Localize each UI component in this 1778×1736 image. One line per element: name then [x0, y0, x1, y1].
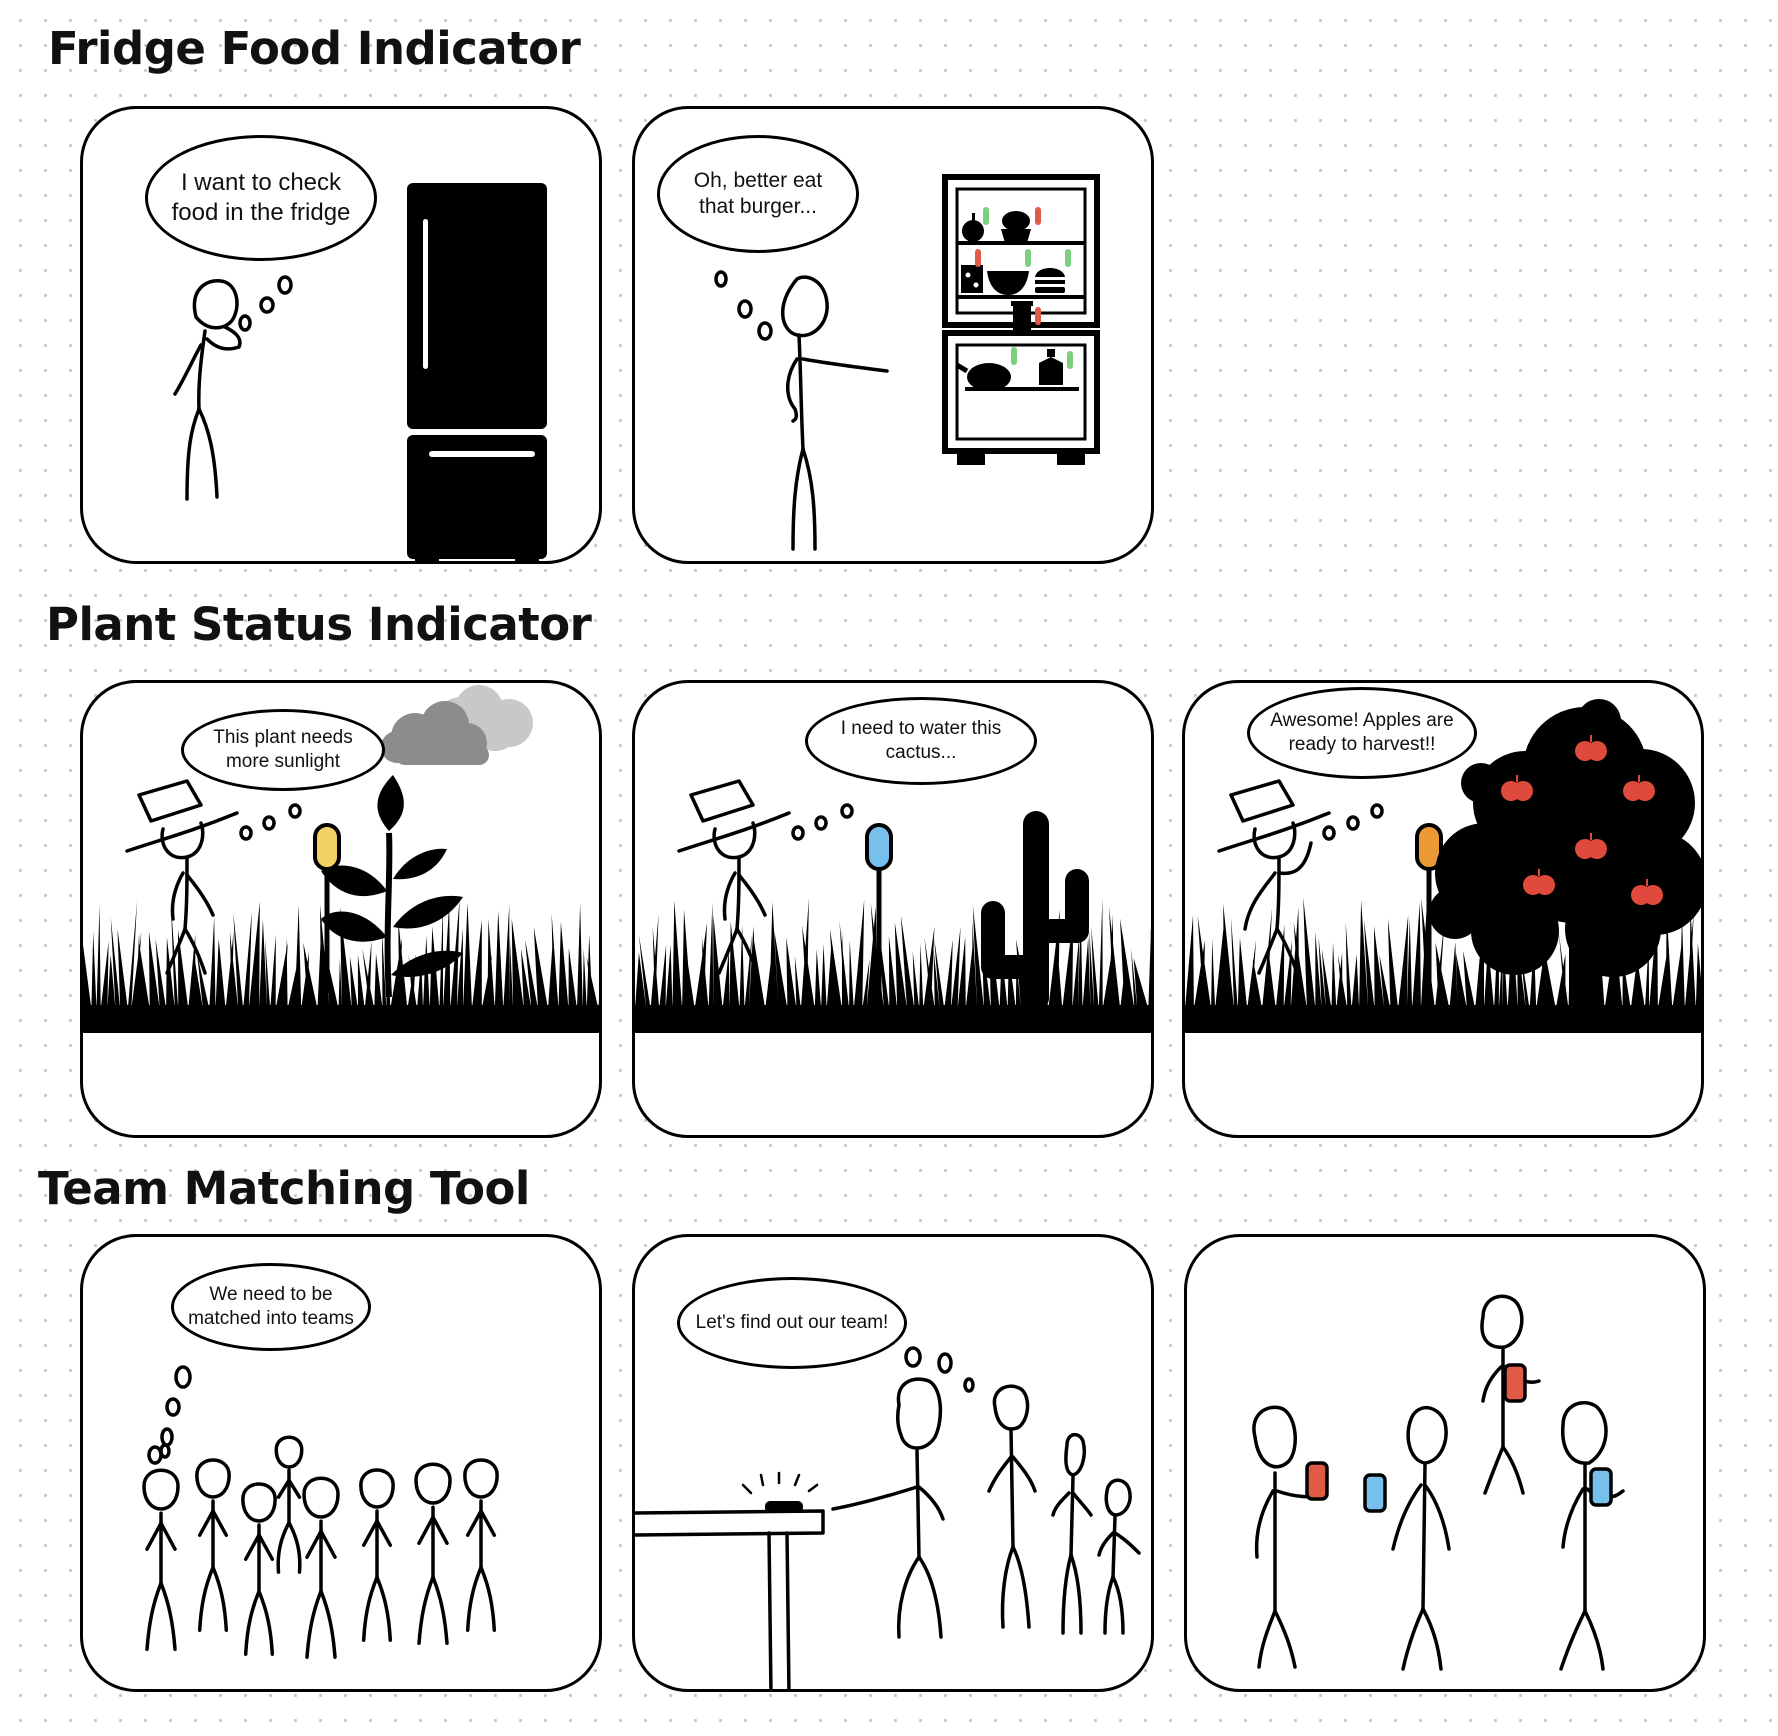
stick-figure-part [145, 1521, 163, 1551]
panel-team-need: We need to be matched into teams [80, 1234, 602, 1692]
stick-figure-part [257, 1589, 275, 1656]
grass [1185, 897, 1701, 1013]
thought-dots [238, 275, 293, 332]
stick-figure-part [257, 1533, 275, 1561]
stick-figure-part [479, 1509, 497, 1537]
panel-illustration [1252, 1294, 1625, 1671]
refrigerator-icon [407, 183, 547, 561]
stick-figure-part [211, 1509, 229, 1537]
plant-icon [321, 775, 463, 998]
stick-figure-part [159, 1521, 177, 1551]
panel-fridge-burger: Oh, better eat that burger... [632, 106, 1154, 564]
panel-illustration [173, 183, 547, 561]
panel-fridge-check: I want to check food in the fridge [80, 106, 602, 564]
stick-figure-part [431, 1575, 449, 1645]
stick-figure-part [145, 1581, 163, 1651]
panel-plant-sunlight: This plant needs more sunlight [80, 680, 602, 1138]
stick-figure-part [305, 1529, 323, 1559]
stick-figure-part [319, 1589, 337, 1659]
farmer-figure [677, 779, 791, 975]
speech-bubble: We need to be matched into teams [171, 1263, 371, 1351]
thought-dots [904, 1346, 975, 1393]
stick-figure [173, 279, 242, 501]
grass [635, 898, 1151, 1013]
speech-bubble: Oh, better eat that burger... [657, 135, 859, 253]
stick-figure-part [479, 1565, 497, 1632]
stick-figure-part [463, 1458, 499, 1499]
panel-illustration [635, 1346, 1141, 1689]
thought-dots [714, 270, 773, 341]
stick-figure-part [319, 1529, 337, 1559]
stick-figure-part [287, 1478, 302, 1499]
panel-team-matched [1184, 1234, 1706, 1692]
stick-figure-part [159, 1581, 177, 1651]
stick-figure-part [276, 1520, 291, 1574]
stick-figure-part [197, 1509, 215, 1537]
stick-figure-part [465, 1565, 483, 1632]
stick-figure-part [197, 1565, 215, 1632]
stick-figure-part [431, 1515, 449, 1545]
stick-figure-part [417, 1575, 435, 1645]
cactus-icon [981, 811, 1089, 1011]
stick-figure-part [274, 1435, 304, 1469]
speech-bubble: Awesome! Apples are ready to harvest!! [1247, 687, 1477, 779]
stick-figure-part [465, 1509, 483, 1537]
apple-icon [962, 213, 984, 242]
stick-figure-part [375, 1519, 393, 1547]
panel-illustration [714, 174, 1100, 551]
stick-figure-part [414, 1462, 452, 1505]
stick-figure-part [211, 1565, 229, 1632]
speech-bubble: I want to check food in the fridge [145, 135, 377, 261]
panel-illustration [142, 1365, 499, 1659]
stick-figure [780, 275, 889, 551]
section-title-plant: Plant Status Indicator [46, 598, 592, 651]
speech-bubble: This plant needs more sunlight [181, 709, 385, 791]
panel-team-find: Let's find out our team! [632, 1234, 1154, 1692]
thought-dots [147, 1365, 192, 1465]
thought-dots [791, 803, 854, 841]
section-title-fridge: Fridge Food Indicator [48, 22, 581, 75]
stick-figure-part [359, 1468, 395, 1509]
panel-illustration [1185, 699, 1701, 1033]
stick-figure-part [361, 1575, 379, 1642]
farmer-figure [1217, 779, 1331, 975]
thought-dots [239, 803, 302, 841]
turkey-icon [955, 362, 1011, 391]
stick-figure-part [287, 1520, 302, 1574]
grass [83, 899, 599, 1013]
device-icon [741, 1471, 819, 1513]
speech-bubble: I need to water this cactus... [805, 697, 1037, 785]
panel-plant-harvest: Awesome! Apples are ready to harvest!! [1182, 680, 1704, 1138]
stick-figure-part [375, 1575, 393, 1642]
panel-illustration [635, 779, 1151, 1033]
team-figures [1252, 1294, 1625, 1671]
group-figures [831, 1377, 1141, 1639]
panel-illustration [83, 685, 599, 1033]
speech-bubble: Let's find out our team! [677, 1277, 907, 1369]
stick-figure-part [195, 1458, 231, 1499]
apple-icon [1501, 735, 1663, 905]
stick-figure-part [276, 1478, 291, 1499]
stick-figure-part [243, 1589, 261, 1656]
cloud-icon [381, 685, 533, 765]
table [635, 1509, 825, 1689]
thought-dots [1322, 803, 1384, 841]
phone-icon [1305, 1363, 1613, 1513]
section-title-team: Team Matching Tool [38, 1162, 530, 1215]
stick-figure-part [241, 1482, 277, 1523]
stick-figure-part [243, 1533, 261, 1561]
stick-figure-part [142, 1468, 180, 1511]
crowd-figures [142, 1435, 499, 1659]
farmer-figure [125, 779, 239, 975]
stick-figure-part [417, 1515, 435, 1545]
cupcake-icon [1001, 211, 1031, 243]
burger-icon [1035, 268, 1065, 293]
panel-plant-water: I need to water this cactus... [632, 680, 1154, 1138]
stick-figure-part [361, 1519, 379, 1547]
stick-figure-part [305, 1589, 323, 1659]
refrigerator-open-icon [942, 174, 1100, 465]
stick-figure-part [302, 1476, 340, 1519]
